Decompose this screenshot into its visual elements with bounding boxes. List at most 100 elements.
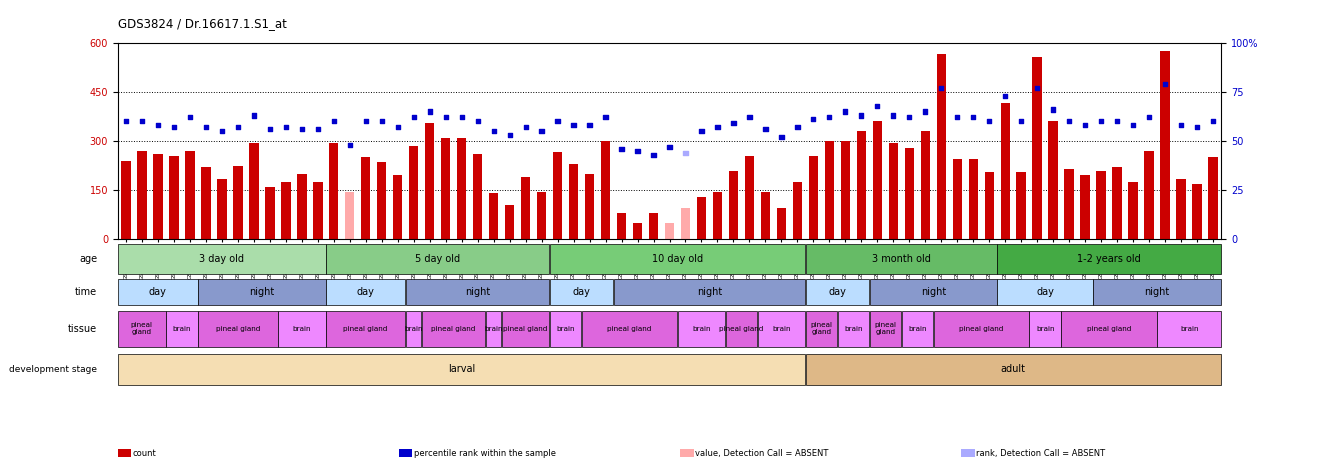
FancyBboxPatch shape [502,311,549,347]
FancyBboxPatch shape [901,311,933,347]
Text: development stage: development stage [9,365,96,374]
Text: day: day [356,287,375,297]
Point [1186,123,1208,131]
Bar [1193,183,1202,239]
Bar [809,156,818,239]
FancyBboxPatch shape [486,311,501,347]
Bar [744,156,754,239]
Point [419,108,441,115]
Point [371,118,392,125]
FancyBboxPatch shape [998,279,1093,305]
Bar [281,182,291,239]
Text: larval: larval [449,364,475,374]
Point [1090,118,1111,125]
Bar [873,121,882,239]
Bar [313,182,323,239]
Text: brain: brain [556,326,574,332]
Point [739,114,761,121]
Point [995,92,1016,100]
Point [898,114,920,121]
Text: brain: brain [292,326,311,332]
Bar [1016,172,1026,239]
Text: pineal gland: pineal gland [719,326,763,332]
Point [212,128,233,135]
Bar [569,164,578,239]
Bar [392,175,403,239]
Bar [362,157,371,239]
Point [659,143,680,151]
Bar [696,197,706,239]
Bar [441,138,450,239]
FancyBboxPatch shape [1062,311,1157,347]
FancyBboxPatch shape [806,354,1221,385]
Text: 3 day old: 3 day old [200,254,244,264]
FancyBboxPatch shape [325,279,406,305]
Text: age: age [79,254,96,264]
Bar [633,223,643,239]
Text: brain: brain [692,326,711,332]
Text: pineal
gland: pineal gland [131,322,153,336]
Point [707,123,728,131]
Point [947,114,968,121]
Point [258,126,280,133]
Bar [664,223,675,239]
Text: adult: adult [1000,364,1026,374]
Point [403,114,424,121]
Bar [1145,151,1154,239]
FancyBboxPatch shape [198,311,277,347]
Bar [825,141,834,239]
FancyBboxPatch shape [550,311,581,347]
Text: brain: brain [908,326,927,332]
FancyBboxPatch shape [806,244,998,273]
FancyBboxPatch shape [422,311,486,347]
FancyBboxPatch shape [933,311,1030,347]
Bar [712,192,722,239]
Bar [169,156,178,239]
Bar [537,192,546,239]
Bar [952,159,963,239]
FancyBboxPatch shape [726,311,758,347]
Bar [345,192,355,239]
Point [675,149,696,156]
Point [691,128,712,135]
Bar [424,123,434,239]
Point [1011,118,1032,125]
Text: count: count [133,449,157,457]
Point [643,151,664,159]
Point [1122,121,1144,129]
FancyBboxPatch shape [406,311,422,347]
Point [115,118,137,125]
Bar [1048,121,1058,239]
Bar [585,174,595,239]
FancyBboxPatch shape [869,311,901,347]
Point [546,118,568,125]
Bar [185,151,194,239]
Text: time: time [75,287,96,297]
Point [1106,118,1127,125]
Bar [761,192,770,239]
Bar [617,213,627,239]
Point [244,112,265,119]
Bar [777,208,786,239]
FancyBboxPatch shape [678,311,726,347]
Text: brain: brain [404,326,423,332]
Point [195,123,217,131]
FancyBboxPatch shape [758,311,805,347]
Point [1154,80,1176,88]
FancyBboxPatch shape [550,244,805,273]
Point [723,119,744,127]
Text: night: night [249,287,274,297]
Bar [841,141,850,239]
Point [451,114,473,121]
Bar [968,159,977,239]
Bar [793,182,802,239]
Bar [984,172,994,239]
Bar [265,187,274,239]
Bar [1129,182,1138,239]
Point [516,123,537,131]
FancyBboxPatch shape [118,279,198,305]
Text: pineal
gland: pineal gland [874,322,896,336]
Point [562,121,584,129]
Text: day: day [573,287,590,297]
Point [1202,118,1224,125]
